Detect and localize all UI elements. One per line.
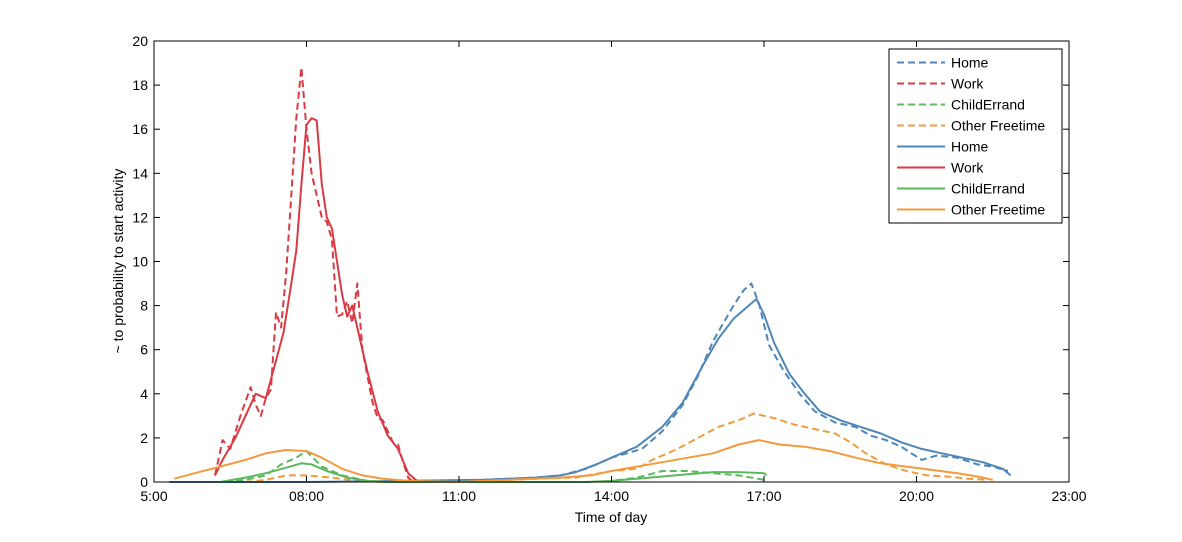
y-tick-label: 16 (132, 121, 148, 137)
series-line-1 (214, 66, 414, 483)
legend-label: Work (951, 76, 984, 92)
legend-box (888, 48, 1063, 224)
series-line-7 (174, 439, 994, 483)
y-tick-label: 12 (132, 209, 148, 225)
legend: Home Work ChildErrand Other Freetime Home Wor… (888, 48, 1063, 224)
legend-label: Home (951, 139, 989, 155)
y-tick-label: 0 (140, 474, 148, 490)
x-tick-label: 14:00 (594, 488, 629, 504)
legend-label: Other Freetime (951, 118, 1045, 134)
y-tick-label: 18 (132, 77, 148, 93)
y-axis-title: ~ to probability to start activity (110, 169, 126, 354)
legend-label: Other Freetime (951, 202, 1045, 218)
y-tick-label: 20 (132, 33, 148, 49)
x-tick-label: 23:00 (1051, 488, 1086, 504)
y-tick-label: 2 (140, 430, 148, 446)
y-tick-label: 14 (132, 165, 148, 181)
x-tick-label: 5:00 (140, 488, 167, 504)
x-tick-label: 11:00 (442, 488, 476, 504)
legend-label: ChildErrand (951, 97, 1025, 113)
x-tick-label: 20:00 (899, 488, 934, 504)
legend-label: Work (951, 160, 984, 176)
y-tick-label: 4 (140, 386, 148, 402)
y-tick-label: 10 (132, 254, 148, 270)
x-axis-title: Time of day (575, 509, 648, 525)
x-tick-label: 08:00 (289, 488, 324, 504)
series-line-0 (448, 282, 1009, 483)
series-line-5 (214, 117, 419, 483)
x-tick-label: 17:00 (746, 488, 781, 504)
y-tick-label: 8 (140, 298, 148, 314)
series-line-4 (169, 298, 1012, 483)
axes: 0 2 4 6 8 10 12 14 16 18 20 5:00 08:00 11:00 14:00 17:0… (132, 33, 1086, 504)
y-tick-label: 6 (140, 342, 148, 358)
legend-label: ChildErrand (951, 181, 1025, 197)
legend-label: Home (951, 55, 989, 71)
series-lines (169, 66, 1012, 483)
